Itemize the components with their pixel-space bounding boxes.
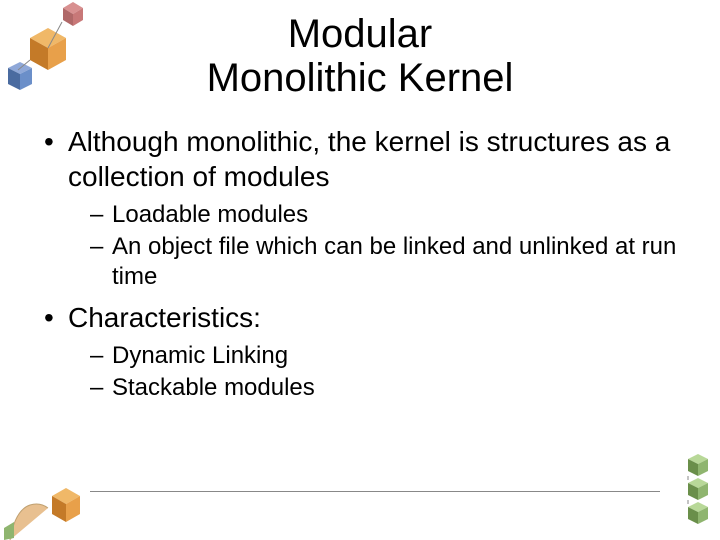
decoration-bottom-right: [650, 450, 720, 540]
slide-title: Modular Monolithic Kernel: [40, 12, 680, 100]
bullet-2-sub-2: Stackable modules: [90, 373, 680, 403]
decoration-top-left: [0, 0, 100, 100]
bullet-2-sub-1: Dynamic Linking: [90, 341, 680, 371]
bullet-2-text: Characteristics:: [68, 302, 261, 333]
bullet-2: Characteristics: Dynamic Linking Stackab…: [40, 300, 680, 403]
title-line-1: Modular: [288, 12, 433, 56]
bullet-1-text: Although monolithic, the kernel is struc…: [68, 126, 670, 192]
footer-line: [90, 491, 660, 492]
decoration-bottom-left: [0, 460, 120, 540]
slide-container: Modular Monolithic Kernel Although monol…: [0, 0, 720, 540]
bullet-1: Although monolithic, the kernel is struc…: [40, 124, 680, 292]
bullet-1-sub-2: An object file which can be linked and u…: [90, 232, 680, 292]
slide-body: Although monolithic, the kernel is struc…: [40, 124, 680, 403]
bullet-1-sub-1: Loadable modules: [90, 200, 680, 230]
title-line-2: Monolithic Kernel: [207, 56, 514, 100]
